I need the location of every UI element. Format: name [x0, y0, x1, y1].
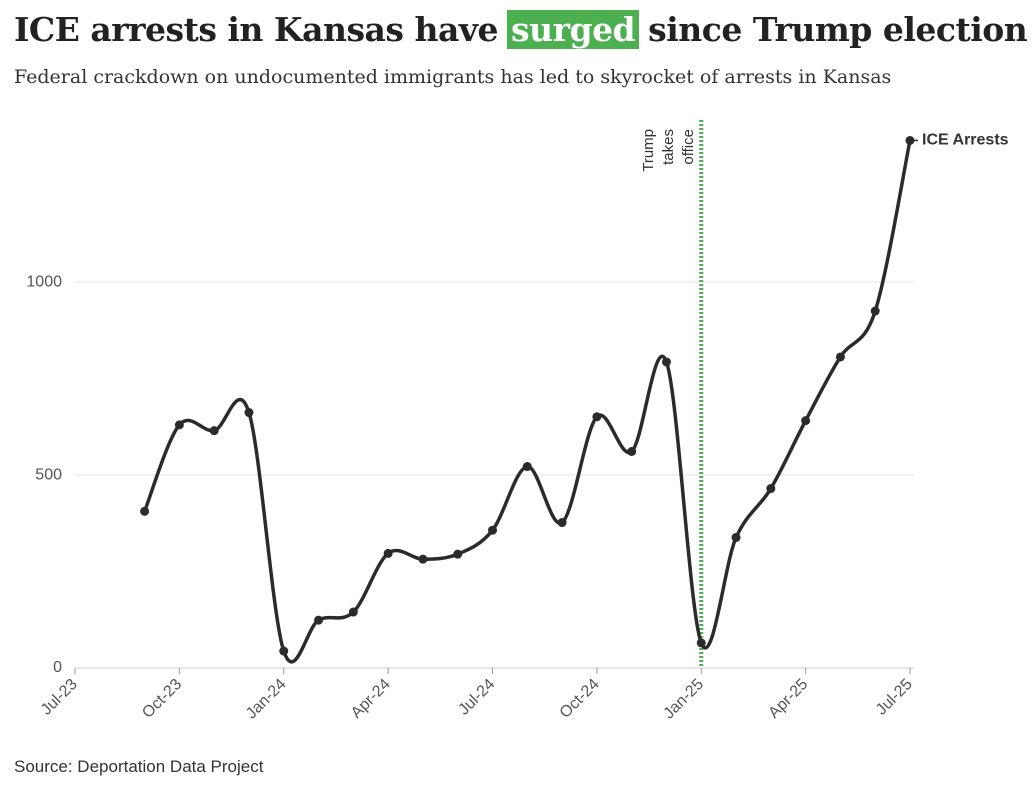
point: [627, 447, 637, 457]
y-tick-label: 0: [53, 659, 62, 676]
title-highlight: surged: [507, 10, 640, 49]
x-tick-label: Oct-24: [557, 676, 603, 722]
source-note: Source: Deportation Data Project: [14, 757, 264, 776]
point: [244, 408, 254, 418]
title-part: ICE arrests in Kansas have: [14, 10, 499, 49]
point: [557, 518, 567, 528]
point: [348, 607, 358, 617]
point: [418, 554, 428, 564]
x-tick-label: Jan-24: [243, 676, 290, 723]
point: [731, 533, 741, 543]
point: [209, 426, 219, 436]
x-tick-label: Apr-24: [348, 676, 394, 722]
x-tick-label: Jul-23: [38, 676, 81, 719]
annotation-label: takes: [660, 129, 677, 165]
line: [142, 140, 912, 664]
y-tick-label: 500: [35, 466, 62, 483]
series-label: ICE Arrests: [922, 132, 1009, 149]
point: [870, 306, 880, 316]
chart: 0 500 1000 Jul-23 Oct-23 Jan-24 Apr-24 Jul-24 Oc…: [26, 120, 1009, 723]
point: [488, 525, 497, 535]
annotation-label: office: [680, 129, 697, 165]
x-tick-label: Jul-24: [455, 676, 498, 719]
point: [592, 412, 602, 422]
point: [140, 506, 150, 516]
point: [522, 462, 532, 472]
annotation-label: Trump: [640, 129, 657, 172]
point: [453, 549, 463, 559]
point: [314, 615, 324, 625]
point: [174, 420, 184, 430]
chart-title: ICE arrests in Kansas have surged since Tr…: [14, 10, 1035, 49]
point: [835, 352, 845, 362]
point: [696, 638, 706, 648]
point: [661, 357, 671, 367]
x-tick-label: Jan-25: [660, 676, 707, 723]
point: [801, 416, 811, 426]
point: [766, 484, 776, 494]
y-tick-label: 1000: [26, 273, 62, 290]
chart-subtitle: Federal crackdown on undocumented immigr…: [14, 66, 892, 88]
point: [383, 548, 393, 558]
title-part: since Trump election: [648, 10, 1028, 49]
x-tick-label: Jul-25: [873, 676, 916, 719]
x-tick-label: Apr-25: [765, 676, 811, 722]
x-tick-label: Oct-23: [139, 676, 185, 722]
point: [279, 646, 289, 656]
